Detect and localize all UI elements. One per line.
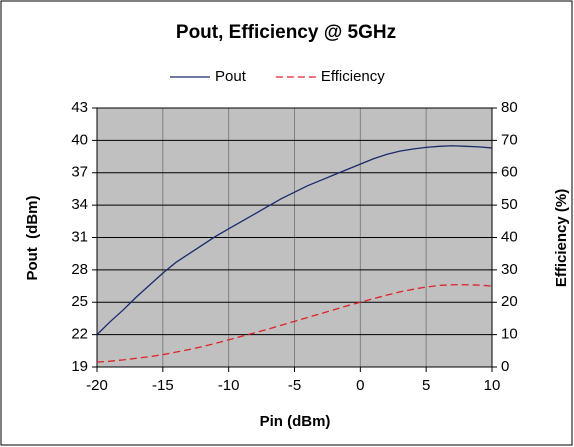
y-tick-label: 31 (71, 228, 88, 245)
y2-tick-label: 30 (501, 261, 518, 278)
x-tick-label: 0 (356, 377, 364, 394)
y2-tick-label: 60 (501, 164, 518, 181)
y2-axis-label: Efficiency (%) (553, 189, 570, 287)
series-line (96, 145, 493, 336)
y-axis-label: Pout (dBm) (24, 196, 41, 281)
y-tick-label: 25 (71, 293, 88, 310)
y-tick-label: 22 (71, 326, 88, 343)
y2-tick-label: 70 (501, 131, 518, 148)
y2-tick-label: 10 (501, 326, 518, 343)
y-tick-label: 19 (71, 358, 88, 375)
y-tick-label: 28 (71, 261, 88, 278)
legend-label: Efficiency (321, 68, 385, 85)
x-tick-label: -20 (86, 377, 108, 394)
y-tick-label: 37 (71, 164, 88, 181)
legend-label: Pout (215, 68, 247, 85)
y-tick-label: 43 (71, 99, 88, 116)
y2-tick-label: 50 (501, 196, 518, 213)
y2-tick-label: 80 (501, 99, 518, 116)
x-tick-label: -5 (288, 377, 301, 394)
y2-tick-label: 40 (501, 228, 518, 245)
x-tick-label: -10 (218, 377, 240, 394)
x-axis-label: Pin (dBm) (260, 413, 331, 430)
x-tick-label: 10 (484, 377, 501, 394)
y-tick-label: 40 (71, 131, 88, 148)
y-tick-label: 34 (71, 196, 88, 213)
chart-title: Pout, Efficiency @ 5GHz (176, 22, 396, 43)
x-tick-label: -15 (152, 377, 174, 394)
series-line (96, 284, 493, 363)
y2-tick-label: 20 (501, 293, 518, 310)
y2-tick-label: 0 (501, 358, 509, 375)
x-tick-label: 5 (422, 377, 430, 394)
